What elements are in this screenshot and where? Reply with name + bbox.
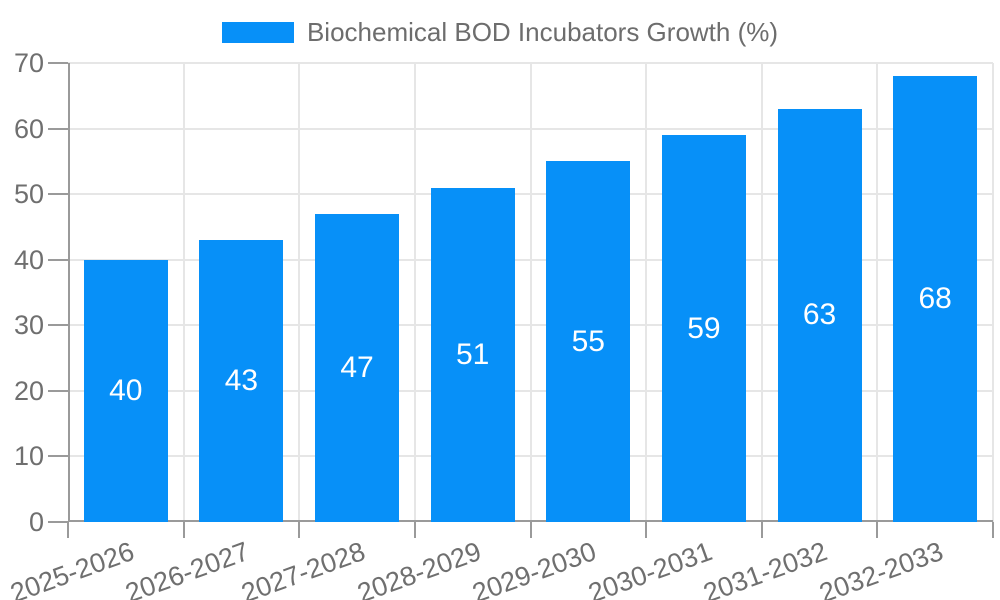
bar-value-label: 68 [918,282,952,316]
bar[interactable] [546,161,631,522]
y-axis-tick [48,258,68,261]
x-tick-label: 2025-2026 [6,536,138,600]
y-tick-label: 0 [28,507,44,537]
x-axis-tick [413,522,416,538]
x-tick-label: 2029-2030 [468,536,601,600]
x-axis-tick [992,522,994,538]
v-gridline [992,63,994,522]
v-gridline [529,63,532,522]
x-tick-label: 2027-2028 [237,536,369,600]
x-tick-label: 2032-2033 [815,536,948,600]
bar-value-label: 63 [802,298,837,332]
x-tick-label: 2028-2029 [353,536,485,600]
x-axis-tick [529,522,532,538]
x-axis-tick [298,522,301,538]
chart-legend[interactable]: Biochemical BOD Incubators Growth (%) [0,17,1000,47]
legend-swatch [221,21,294,43]
x-axis-tick [760,522,763,538]
y-axis-tick [48,193,68,196]
x-tick-label: 2026-2027 [121,536,254,600]
x-axis-tick [67,522,69,538]
x-axis-tick [876,522,879,538]
y-tick-label: 20 [13,375,44,406]
y-tick-label: 50 [13,179,44,210]
bar[interactable] [315,213,400,522]
x-axis-tick [182,522,185,538]
y-axis-line [68,63,70,522]
bar[interactable] [777,108,862,522]
y-axis-tick [48,389,68,392]
bar[interactable] [893,76,978,522]
bar[interactable] [83,259,168,522]
v-gridline [182,63,185,522]
bar-value-label: 59 [687,311,721,345]
x-axis-tick [645,522,648,538]
v-gridline [876,63,879,522]
bar[interactable] [661,135,746,522]
y-tick-label: 10 [13,441,44,472]
y-axis-tick [48,455,68,458]
bar-value-label: 43 [224,364,259,398]
x-tick-label: 2030-2031 [584,536,716,600]
y-tick-label: 30 [13,310,44,341]
bar[interactable] [199,240,284,522]
bar-value-label: 51 [456,337,490,371]
y-tick-label: 70 [13,48,44,78]
x-axis-line [68,520,993,522]
y-axis-tick [48,62,68,64]
y-axis-tick [48,127,68,130]
bar[interactable] [430,187,515,522]
bar-value-label: 40 [109,373,143,407]
bar-value-label: 47 [340,350,374,384]
plot-area [68,62,994,522]
legend-label: Biochemical BOD Incubators Growth (%) [306,17,779,47]
bar-value-label: 55 [571,324,605,358]
y-axis-tick [48,324,68,327]
y-tick-label: 40 [13,244,44,275]
v-gridline [645,63,648,522]
x-tick-label: 2031-2032 [699,536,832,600]
y-axis-tick [48,521,68,523]
v-gridline [298,63,301,522]
y-tick-label: 60 [13,113,44,144]
v-gridline [760,63,763,522]
v-gridline [413,63,416,522]
